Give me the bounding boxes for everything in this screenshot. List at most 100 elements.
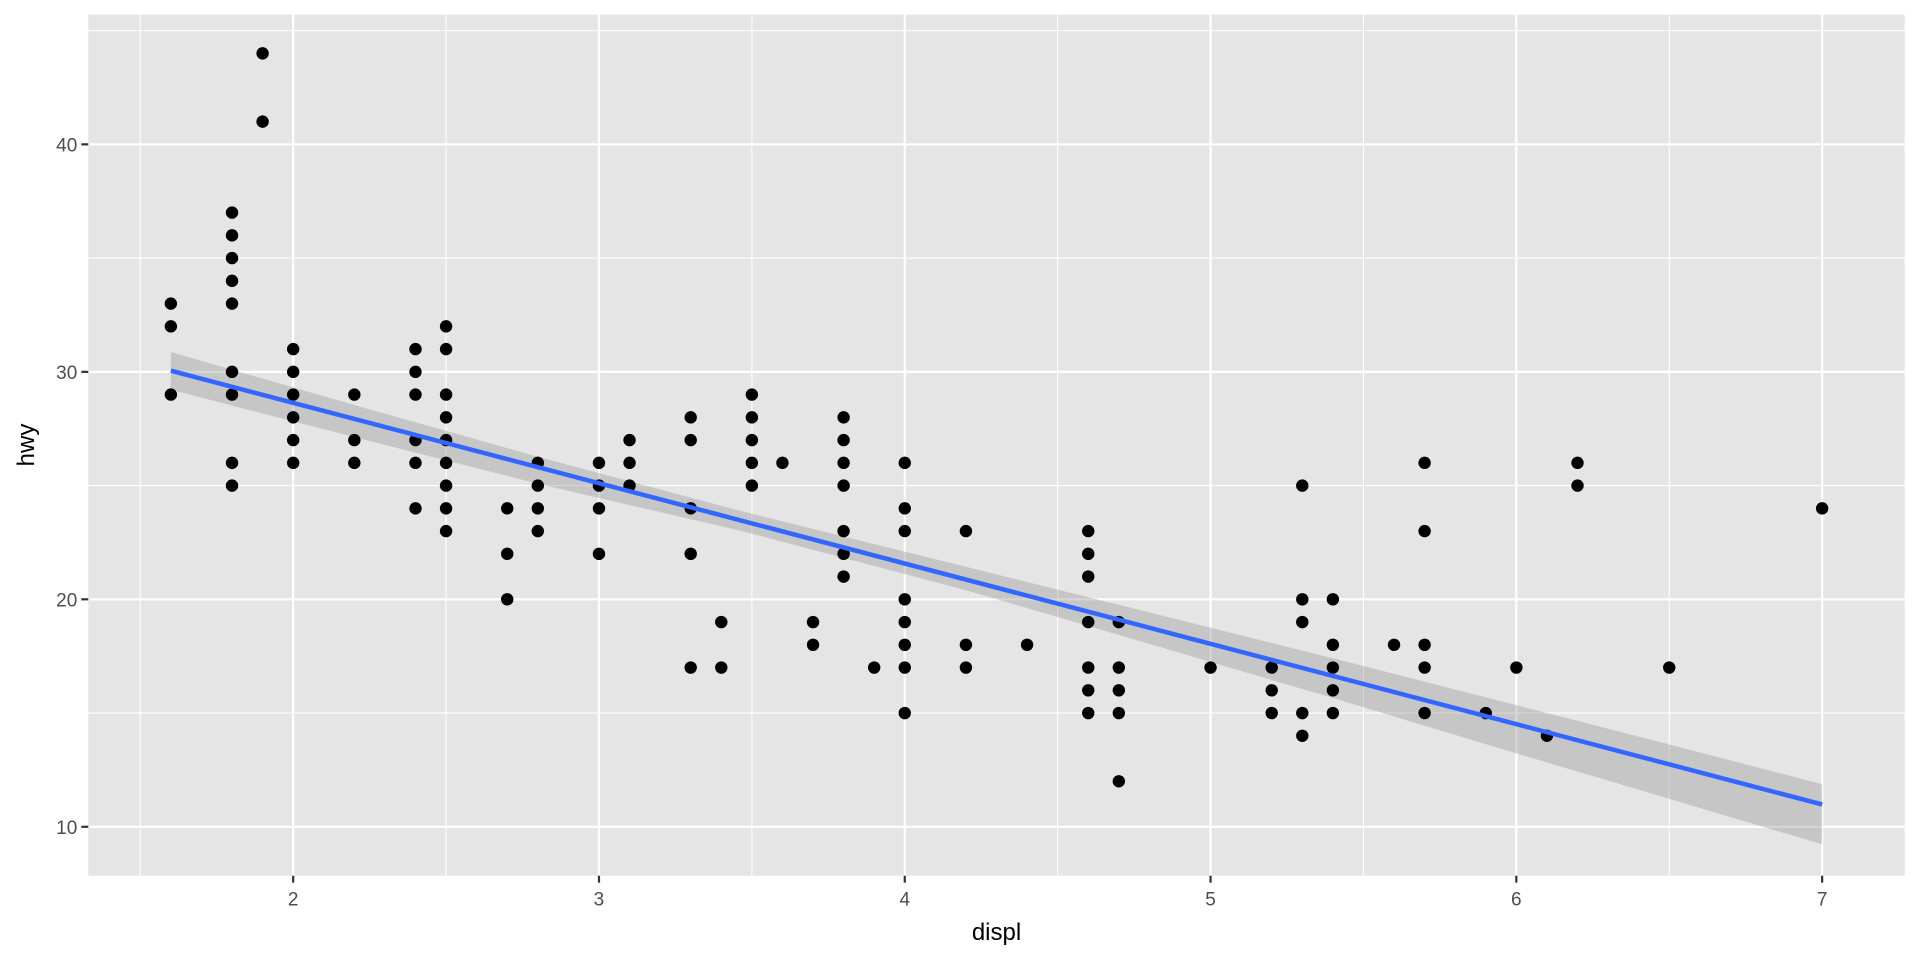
data-point bbox=[439, 342, 453, 356]
data-point bbox=[1265, 684, 1278, 697]
data-point bbox=[745, 411, 759, 424]
data-point bbox=[225, 297, 239, 310]
data-point bbox=[1571, 456, 1584, 470]
data-point bbox=[256, 115, 269, 128]
data-point bbox=[1204, 661, 1217, 674]
data-point bbox=[409, 365, 422, 379]
data-point bbox=[1418, 661, 1431, 674]
data-point bbox=[1112, 706, 1126, 720]
data-point bbox=[1296, 593, 1309, 606]
data-point bbox=[684, 547, 697, 561]
regression-line bbox=[170, 368, 1823, 807]
data-point bbox=[1418, 456, 1431, 470]
data-point bbox=[1020, 638, 1034, 652]
data-point bbox=[1082, 706, 1095, 720]
data-point bbox=[898, 456, 911, 470]
x-axis-title: displ bbox=[972, 919, 1021, 946]
data-point bbox=[1112, 661, 1126, 674]
data-point bbox=[959, 661, 973, 674]
data-point bbox=[1082, 661, 1095, 674]
data-point bbox=[286, 411, 300, 424]
data-point bbox=[1510, 661, 1523, 674]
data-point bbox=[286, 365, 300, 379]
data-point bbox=[501, 547, 514, 561]
data-point bbox=[684, 411, 697, 424]
y-tick-label: 30 bbox=[56, 363, 77, 384]
data-point bbox=[806, 638, 820, 652]
data-point bbox=[531, 524, 545, 538]
data-point bbox=[531, 502, 545, 515]
data-point bbox=[1418, 638, 1431, 652]
data-point bbox=[531, 479, 545, 492]
data-point bbox=[348, 388, 361, 401]
data-point bbox=[501, 502, 514, 515]
data-point bbox=[837, 433, 850, 447]
data-point bbox=[1815, 502, 1829, 515]
data-point bbox=[715, 661, 728, 674]
data-point bbox=[1326, 638, 1340, 652]
data-point bbox=[1265, 706, 1278, 720]
data-point bbox=[1082, 570, 1095, 583]
plot-panel bbox=[88, 14, 1905, 876]
data-point bbox=[225, 206, 239, 219]
data-point bbox=[286, 456, 300, 470]
data-point bbox=[225, 479, 239, 492]
data-point bbox=[776, 456, 789, 470]
data-point bbox=[1418, 524, 1431, 538]
data-point bbox=[225, 229, 239, 242]
x-tick-label: 5 bbox=[1205, 890, 1216, 911]
data-point bbox=[837, 411, 850, 424]
data-point bbox=[409, 502, 422, 515]
data-point bbox=[684, 661, 697, 674]
data-point bbox=[256, 47, 269, 60]
data-point bbox=[225, 388, 239, 401]
data-point bbox=[1663, 661, 1676, 674]
data-point bbox=[898, 706, 911, 720]
data-points bbox=[164, 47, 1829, 788]
data-point bbox=[1296, 615, 1309, 629]
data-point bbox=[439, 524, 453, 538]
fit-line bbox=[170, 368, 1823, 807]
data-point bbox=[898, 502, 911, 515]
data-point bbox=[1112, 684, 1126, 697]
data-point bbox=[1082, 524, 1095, 538]
data-point bbox=[439, 411, 453, 424]
data-point bbox=[348, 433, 361, 447]
data-point bbox=[1265, 661, 1278, 674]
y-tick-label: 20 bbox=[56, 590, 77, 611]
data-point bbox=[837, 570, 850, 583]
data-point bbox=[1326, 593, 1340, 606]
x-tick-label: 2 bbox=[288, 890, 299, 911]
data-point bbox=[409, 388, 422, 401]
data-point bbox=[898, 661, 911, 674]
data-point bbox=[225, 274, 239, 288]
x-tick-label: 7 bbox=[1817, 890, 1828, 911]
x-tick-label: 6 bbox=[1511, 890, 1522, 911]
data-point bbox=[439, 388, 453, 401]
data-point bbox=[286, 342, 300, 356]
data-point bbox=[837, 547, 850, 561]
x-tick-label: 3 bbox=[594, 890, 605, 911]
data-point bbox=[806, 615, 820, 629]
data-point bbox=[1387, 638, 1401, 652]
data-point bbox=[1326, 706, 1340, 720]
data-point bbox=[164, 297, 178, 310]
data-point bbox=[623, 433, 636, 447]
data-point bbox=[898, 638, 911, 652]
data-point bbox=[1082, 547, 1095, 561]
data-point bbox=[439, 502, 453, 515]
y-axis: 10 20 30 40 bbox=[56, 135, 89, 839]
data-point bbox=[225, 456, 239, 470]
data-point bbox=[745, 479, 759, 492]
confidence-band-area bbox=[170, 352, 1823, 845]
data-point bbox=[592, 547, 606, 561]
data-point bbox=[1296, 706, 1309, 720]
data-point bbox=[623, 456, 636, 470]
data-point bbox=[684, 433, 697, 447]
data-point bbox=[837, 479, 850, 492]
data-point bbox=[225, 365, 239, 379]
data-point bbox=[898, 615, 911, 629]
y-tick-label: 40 bbox=[56, 135, 77, 156]
data-point bbox=[1326, 684, 1340, 697]
